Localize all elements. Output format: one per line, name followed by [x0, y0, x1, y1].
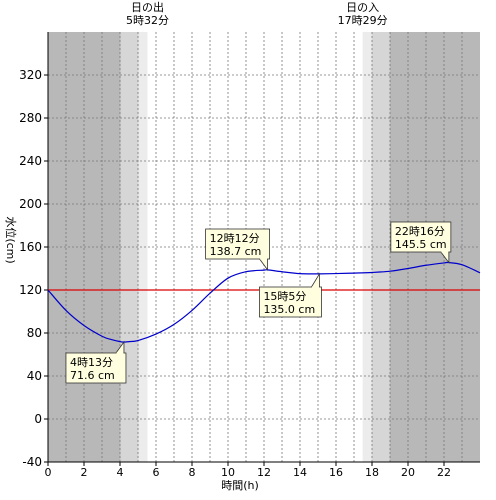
- x-tick-label: 6: [153, 466, 160, 479]
- y-tick-label: 200: [19, 197, 42, 211]
- x-tick-label: 18: [365, 466, 379, 479]
- x-tick-label: 8: [189, 466, 196, 479]
- annotation-time: 22時16分: [395, 225, 445, 238]
- sunset-label: 日の入: [346, 1, 379, 14]
- y-tick-label: 40: [27, 369, 42, 383]
- y-tick-label: -40: [22, 455, 42, 469]
- x-axis-label: 時間(h): [221, 479, 259, 492]
- annotation-box: [259, 286, 322, 318]
- x-tick-label: 2: [81, 466, 88, 479]
- y-axis-label: 水位(cm): [4, 216, 18, 263]
- twilight-band-morning-light: [138, 32, 148, 462]
- x-tick-label: 12: [257, 466, 271, 479]
- x-tick-label: 4: [117, 466, 124, 479]
- x-tick-label: 10: [221, 466, 235, 479]
- annotation-time: 4時13分: [70, 356, 113, 369]
- x-tick-label: 0: [45, 466, 52, 479]
- y-tick-label: 80: [27, 326, 42, 340]
- annotation-value: 145.5 cm: [395, 238, 447, 251]
- y-tick-label: 0: [34, 412, 42, 426]
- tide-line: [47, 261, 481, 343]
- x-tick-label: 14: [293, 466, 307, 479]
- x-tick-label: 16: [329, 466, 343, 479]
- annotation-box: [65, 352, 127, 384]
- annotation-box: [205, 228, 271, 260]
- annotation-box: [390, 221, 452, 253]
- annotation-time: 15時5分: [263, 290, 306, 303]
- x-tick-label: 22: [437, 466, 451, 479]
- sunset-time: 17時29分: [338, 14, 388, 27]
- annotation-value: 138.7 cm: [210, 245, 262, 258]
- y-tick-label: 280: [19, 111, 42, 125]
- twilight-band-evening-light: [362, 32, 372, 462]
- annotation-value: 135.0 cm: [263, 303, 315, 316]
- y-tick-label: 320: [19, 68, 42, 82]
- y-tick-label: 240: [19, 154, 42, 168]
- y-tick-label: 160: [19, 240, 42, 254]
- annotation-time: 12時12分: [210, 232, 260, 245]
- annotation-value: 71.6 cm: [70, 369, 115, 382]
- series-layer: [47, 261, 481, 343]
- y-tick-label: 120: [19, 283, 42, 297]
- x-tick-label: 20: [401, 466, 415, 479]
- sunrise-time: 5時32分: [126, 14, 169, 27]
- sunrise-label: 日の出: [131, 0, 164, 14]
